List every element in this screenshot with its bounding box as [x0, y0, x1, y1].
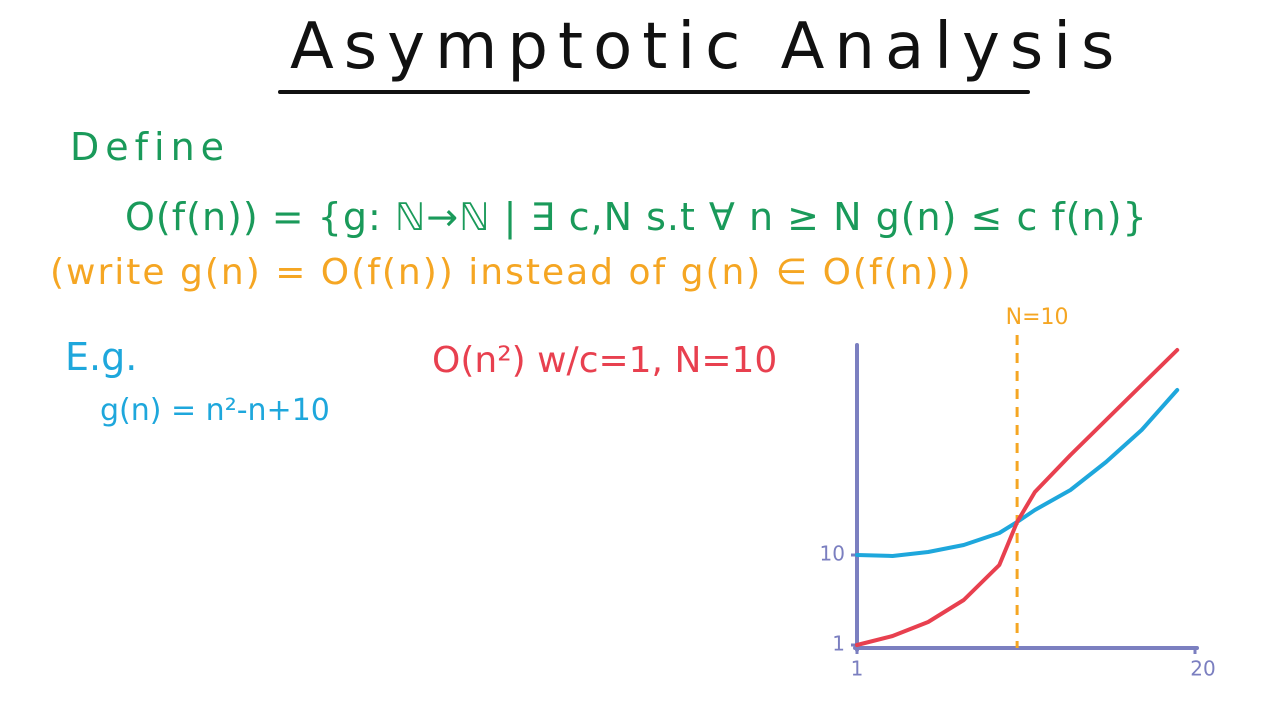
title-underline: [278, 90, 1030, 94]
definition: O(f(n)) = {g: ℕ→ℕ | ∃ c,N s.t ∀ n ≥ N g(…: [125, 195, 1148, 239]
example-label: E.g.: [65, 335, 138, 379]
x-tick-label: 20: [1190, 657, 1215, 681]
note: (write g(n) = O(f(n)) instead of g(n) ∈ …: [50, 252, 973, 293]
example-formula: g(n) = n²-n+10: [100, 393, 330, 428]
claim: O(n²) w/c=1, N=10: [432, 340, 778, 381]
y-tick-label: 1: [832, 632, 845, 656]
y-tick-label: 10: [820, 542, 845, 566]
title: Asymptotic Analysis: [290, 10, 1125, 84]
define-label: Define: [70, 125, 231, 169]
annotation-label: N=10: [1006, 305, 1069, 330]
x-tick-label: 1: [851, 657, 864, 681]
series-line: [855, 348, 1180, 647]
